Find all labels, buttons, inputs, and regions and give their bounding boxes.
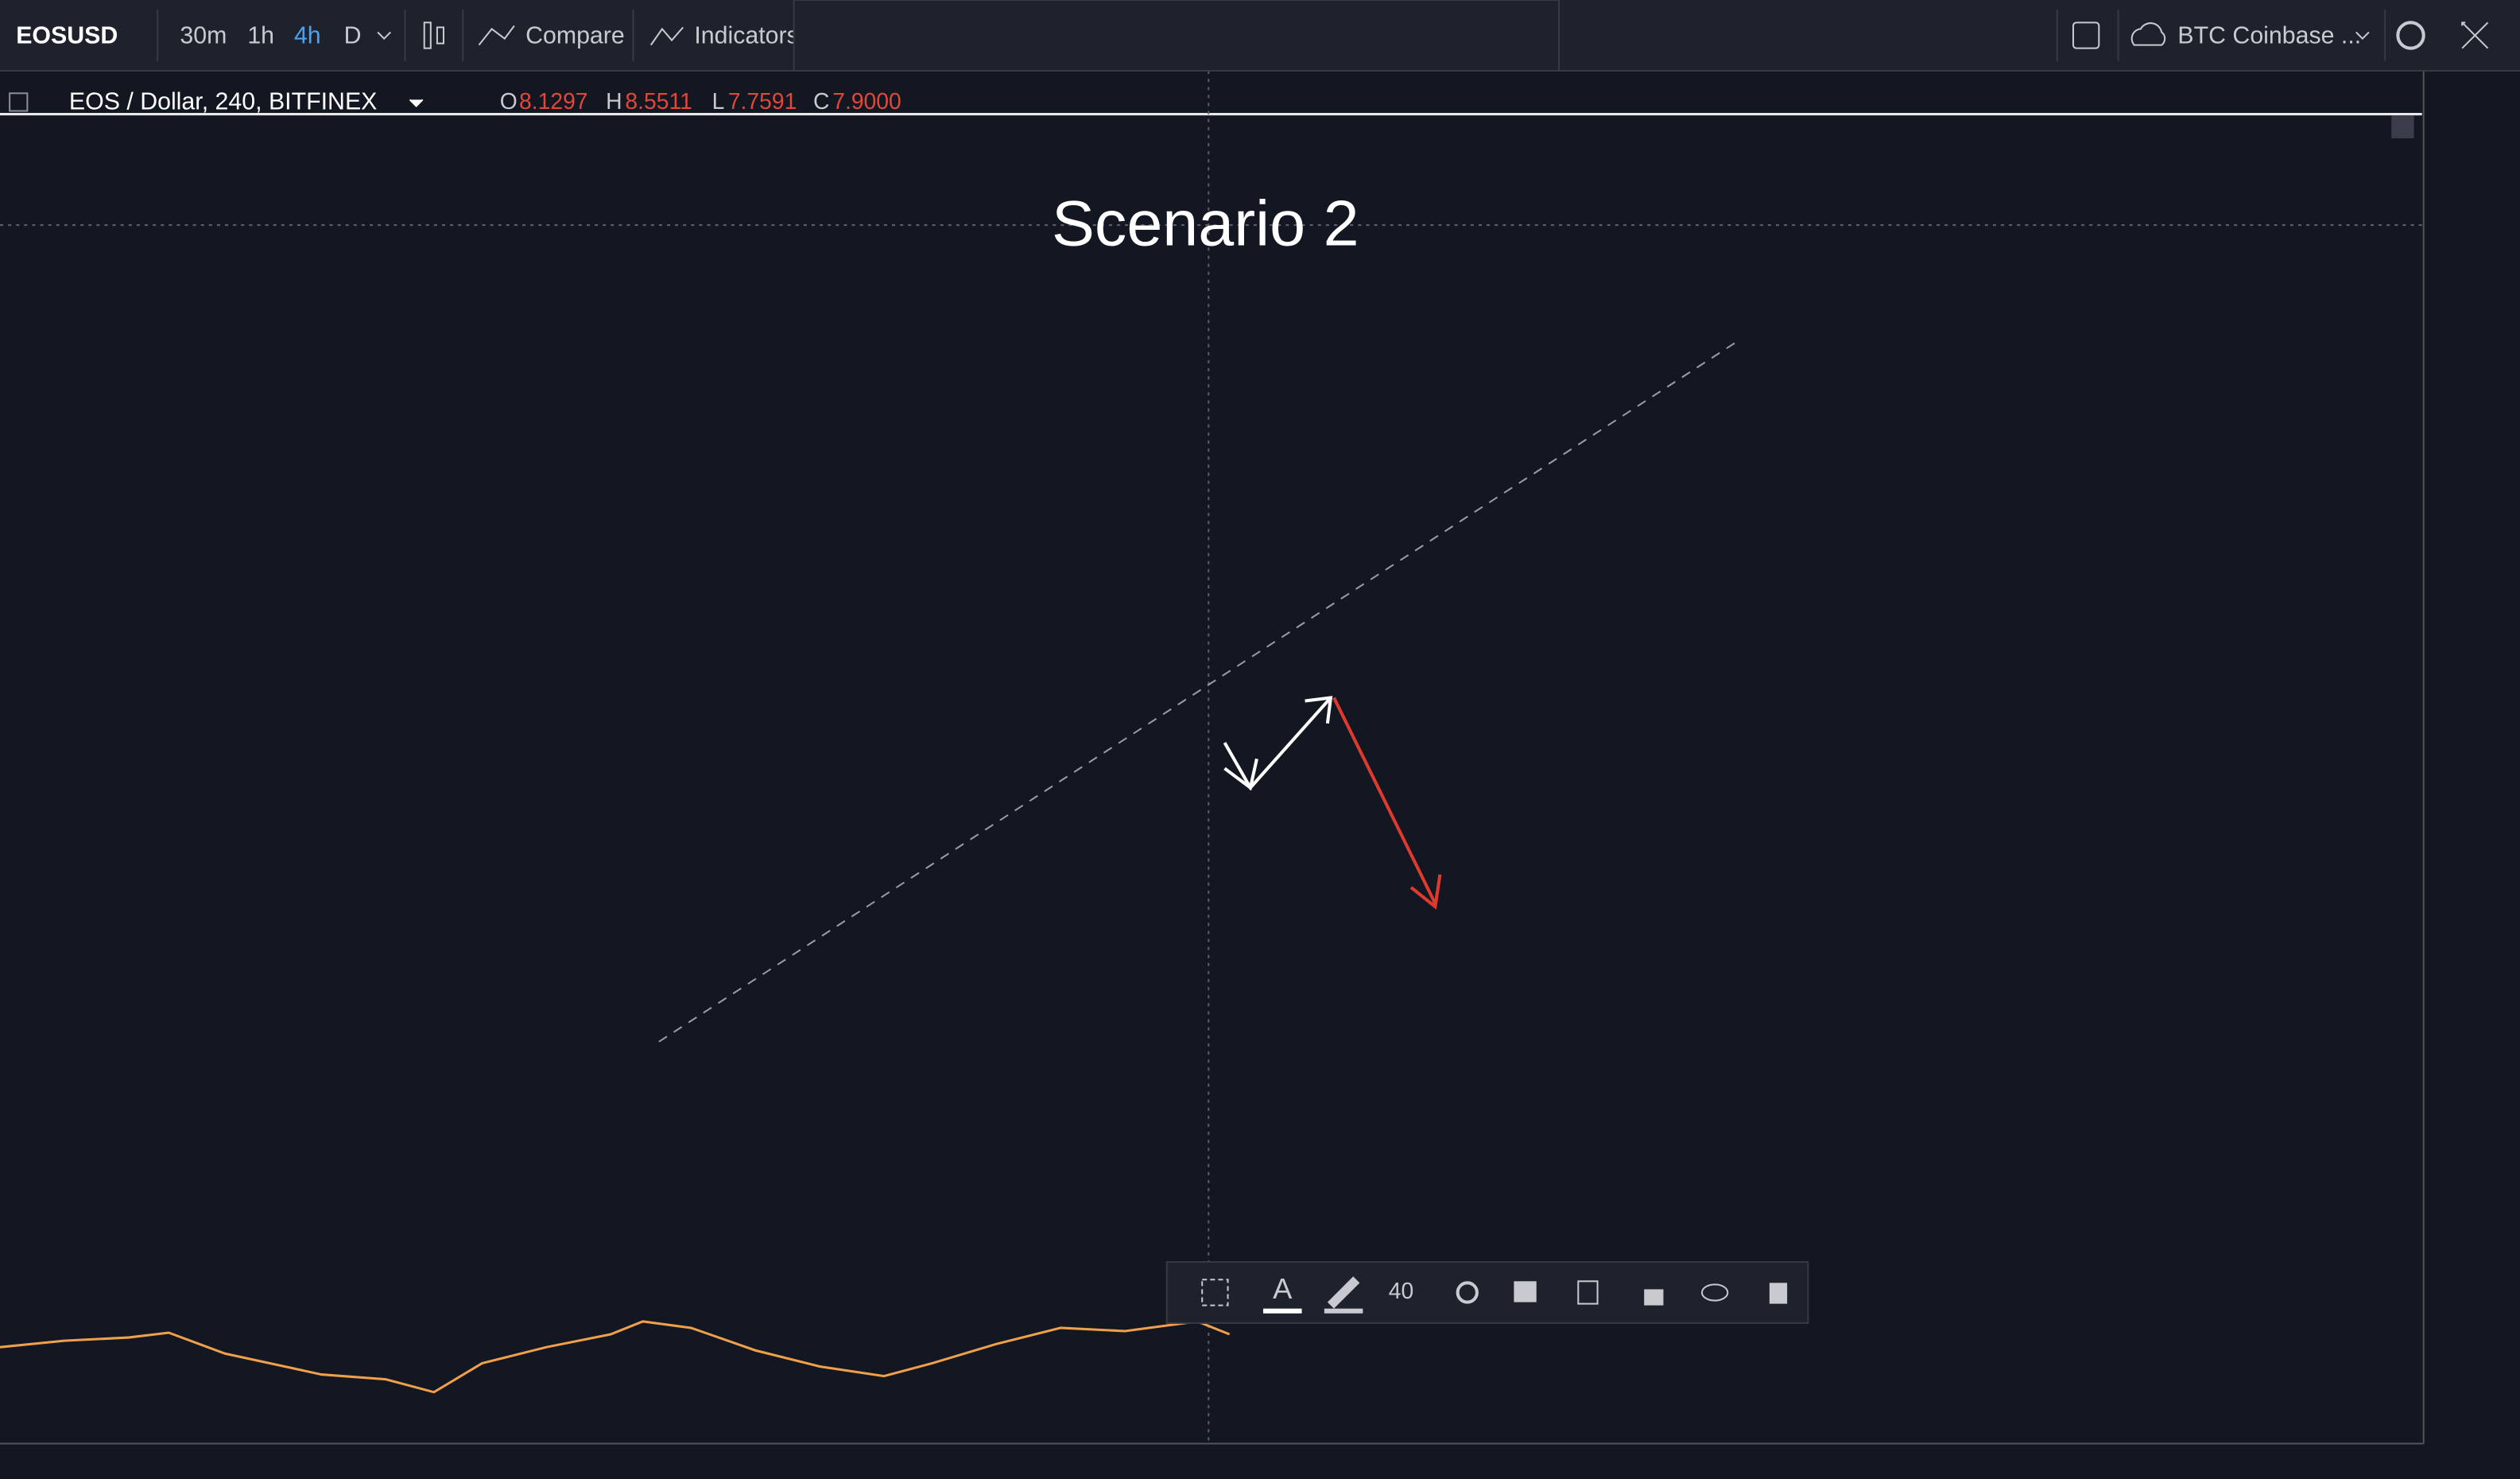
scroll-button[interactable] xyxy=(2391,115,2414,138)
compare[interactable]: Compare xyxy=(525,23,625,49)
ohlc-key: O xyxy=(500,88,518,114)
visibility-icon[interactable] xyxy=(1514,1281,1537,1302)
cloud-icon xyxy=(2130,22,2166,46)
series-name: EOS / Dollar, 240, BITFINEX xyxy=(69,88,377,115)
font-size[interactable]: 40 xyxy=(1389,1278,1413,1303)
interval[interactable]: 30m xyxy=(180,23,227,49)
eye-icon[interactable] xyxy=(1700,1283,1729,1302)
ohlc-value: 7.9000 xyxy=(832,88,901,114)
date-axis xyxy=(0,1443,2520,1479)
ohlc-value: 7.7591 xyxy=(728,88,797,114)
settings-icon[interactable] xyxy=(2396,21,2425,50)
dropdown[interactable] xyxy=(2355,31,2370,40)
annotation: Scenario 2 xyxy=(1052,188,1359,259)
compare-icon xyxy=(478,25,515,46)
ohlc-key: C xyxy=(813,88,829,114)
fib-trend-line xyxy=(658,341,1736,1042)
ohlc-value: 8.5511 xyxy=(625,88,692,114)
dropdown[interactable] xyxy=(377,31,391,40)
interval[interactable]: 1h xyxy=(247,23,274,49)
ohlc-key: H xyxy=(606,88,622,114)
pencil-icon[interactable] xyxy=(1327,1276,1360,1309)
account[interactable]: BTC Coinbase ... xyxy=(2177,23,2361,49)
indicators-icon xyxy=(649,26,684,46)
fullscreen-icon xyxy=(2461,21,2489,49)
price-axis xyxy=(2423,70,2520,1444)
ohlc-value: 8.1297 xyxy=(519,88,588,114)
interval-active[interactable]: 4h xyxy=(294,23,321,49)
layout-icon[interactable] xyxy=(2072,21,2100,49)
bearish-arrow xyxy=(1332,697,1437,905)
tool-icon[interactable] xyxy=(1201,1279,1229,1306)
dropdown[interactable] xyxy=(409,99,424,107)
symbol[interactable]: EOSUSD xyxy=(16,23,118,49)
collapse-icon[interactable] xyxy=(9,92,29,112)
drawing-toolbar xyxy=(793,0,1560,72)
ohlc-key: L xyxy=(712,88,725,114)
arrow-head xyxy=(1305,696,1333,724)
arrow-head xyxy=(1223,758,1258,791)
chart-type-icon[interactable] xyxy=(423,21,432,49)
clone-icon[interactable] xyxy=(1577,1280,1599,1305)
settings-icon[interactable] xyxy=(1456,1281,1479,1304)
arrow-head xyxy=(1409,874,1442,910)
lock-icon[interactable] xyxy=(1644,1289,1664,1306)
text-tool-toolbar xyxy=(1165,1261,1809,1324)
volume-ma xyxy=(0,1320,1231,1394)
color-swatch xyxy=(1263,1308,1302,1314)
indicators[interactable]: Indicators xyxy=(694,23,798,49)
text-color-icon[interactable]: A xyxy=(1273,1272,1293,1305)
color-swatch xyxy=(1324,1308,1363,1314)
interval[interactable]: D xyxy=(344,23,362,49)
chart-type-icon xyxy=(436,26,444,45)
delete-icon[interactable] xyxy=(1769,1283,1788,1304)
